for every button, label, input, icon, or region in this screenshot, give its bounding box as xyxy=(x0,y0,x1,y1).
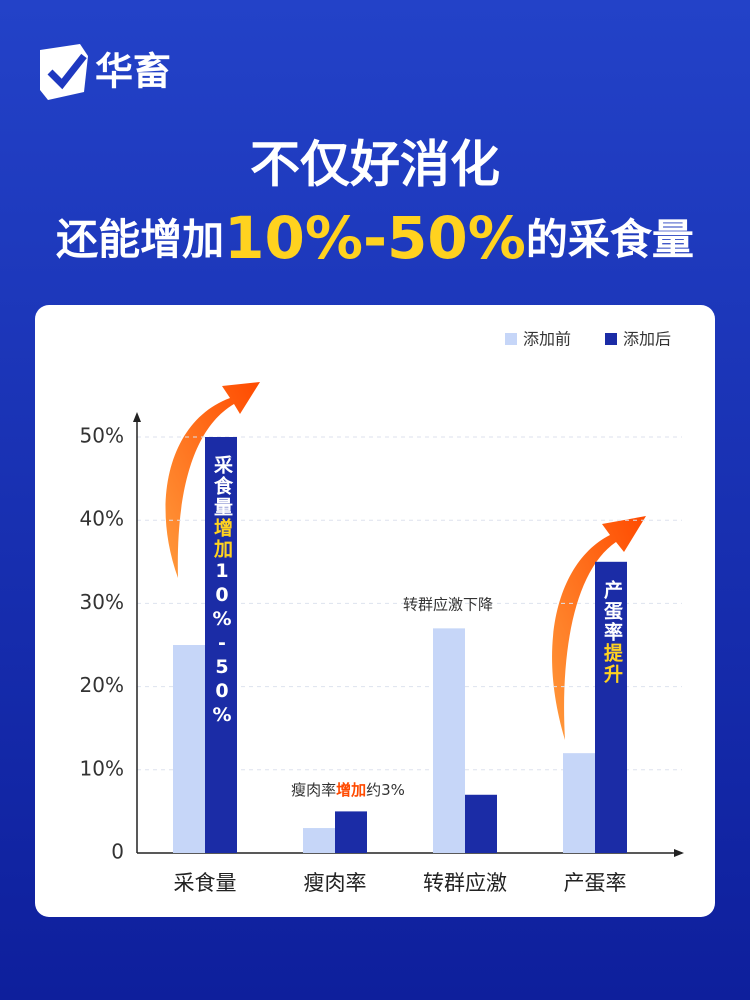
annotation-part: 增加 xyxy=(211,518,233,560)
title-part: 的采食量 xyxy=(526,215,694,264)
arrow xyxy=(165,382,260,578)
annotation-part: 提升 xyxy=(601,643,623,685)
brand: 华畜 xyxy=(95,50,171,94)
annotation: 产蛋率提升 xyxy=(601,580,623,685)
bar xyxy=(205,437,237,853)
title-part: 还能增加 xyxy=(56,215,224,264)
bar xyxy=(335,811,367,853)
bar xyxy=(173,645,205,853)
annotation: 瘦肉率增加约3% xyxy=(291,781,405,799)
logo-shield xyxy=(40,44,88,100)
annotation-part: 约3% xyxy=(366,781,405,799)
y-tick-label: 40% xyxy=(80,507,124,531)
bar xyxy=(595,561,627,853)
title-highlight: 10%-50% xyxy=(224,204,526,272)
bar xyxy=(563,753,595,853)
y-axis-arrow xyxy=(133,412,141,422)
y-tick-label: 10% xyxy=(80,756,124,780)
legend-swatch xyxy=(605,333,617,345)
legend-label: 添加前 xyxy=(523,330,571,349)
annotation-part: 产蛋率 xyxy=(601,580,623,643)
x-tick-label: 瘦肉率 xyxy=(304,871,367,895)
legend-swatch xyxy=(505,333,517,345)
annotation-part: 10%-50% xyxy=(211,560,233,728)
legend-label: 添加后 xyxy=(623,330,671,349)
title-line2: 还能增加10%-50%的采食量 xyxy=(56,204,694,272)
x-tick-label: 转群应激 xyxy=(423,871,507,895)
x-tick-label: 采食量 xyxy=(174,871,237,895)
annotation-part: 瘦肉率 xyxy=(291,781,336,799)
y-tick-label: 0 xyxy=(111,840,124,864)
arrow xyxy=(552,516,646,740)
bar xyxy=(465,794,497,853)
bar xyxy=(433,628,465,853)
y-tick-label: 30% xyxy=(80,590,124,614)
annotation-part: 采食量 xyxy=(211,455,233,518)
title-line1: 不仅好消化 xyxy=(250,136,500,194)
annotation: 采食量增加10%-50% xyxy=(211,455,233,728)
x-axis-arrow xyxy=(674,849,684,857)
y-tick-label: 50% xyxy=(80,424,124,448)
annotation-part: 增加 xyxy=(336,781,366,799)
bar xyxy=(303,828,335,853)
annotation: 转群应激下降 xyxy=(403,596,493,614)
logo-check xyxy=(47,53,87,90)
x-tick-label: 产蛋率 xyxy=(564,871,627,895)
y-tick-label: 20% xyxy=(80,673,124,697)
